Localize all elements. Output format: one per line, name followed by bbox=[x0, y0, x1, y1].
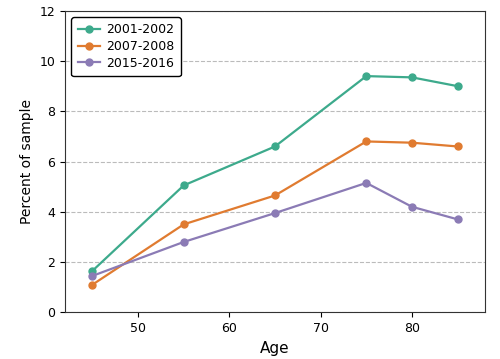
2001-2002 bbox=[409, 75, 415, 80]
2007-2008 bbox=[180, 222, 186, 227]
2015-2016 bbox=[409, 205, 415, 209]
2015-2016 bbox=[180, 240, 186, 244]
2001-2002 bbox=[272, 144, 278, 149]
2015-2016 bbox=[90, 274, 96, 278]
2007-2008 bbox=[90, 283, 96, 287]
Line: 2001-2002: 2001-2002 bbox=[89, 73, 461, 274]
2001-2002 bbox=[364, 74, 370, 78]
2007-2008 bbox=[272, 193, 278, 197]
2001-2002 bbox=[180, 183, 186, 187]
2015-2016 bbox=[454, 217, 460, 222]
2007-2008 bbox=[409, 140, 415, 145]
2001-2002 bbox=[454, 84, 460, 88]
2015-2016 bbox=[272, 211, 278, 215]
2015-2016 bbox=[364, 181, 370, 185]
2007-2008 bbox=[454, 144, 460, 149]
Legend: 2001-2002, 2007-2008, 2015-2016: 2001-2002, 2007-2008, 2015-2016 bbox=[72, 17, 181, 76]
Y-axis label: Percent of sample: Percent of sample bbox=[20, 99, 34, 224]
Line: 2007-2008: 2007-2008 bbox=[89, 138, 461, 288]
X-axis label: Age: Age bbox=[260, 341, 290, 356]
2007-2008 bbox=[364, 139, 370, 144]
Line: 2015-2016: 2015-2016 bbox=[89, 180, 461, 279]
2001-2002 bbox=[90, 269, 96, 273]
